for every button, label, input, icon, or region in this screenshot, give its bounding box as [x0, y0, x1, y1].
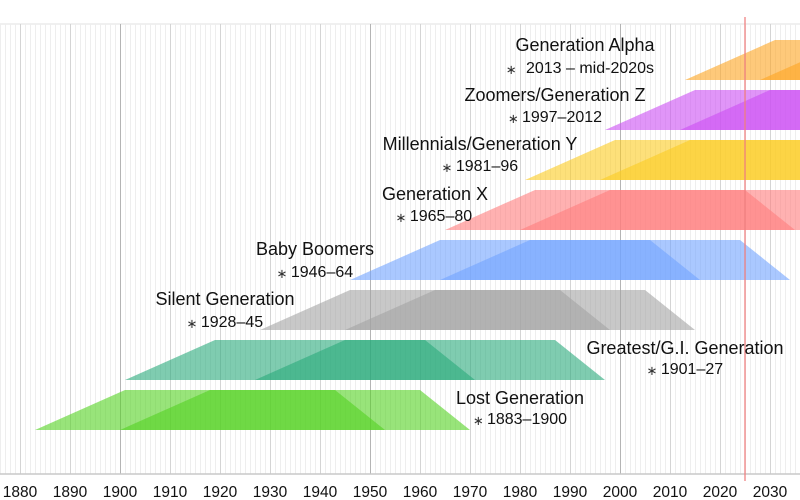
x-tick-label: 1880 — [3, 484, 38, 500]
generation-dates: 1901–27 — [661, 361, 723, 378]
generation-band-end — [520, 190, 800, 230]
x-tick-label: 1960 — [403, 484, 438, 500]
x-tick-label: 1940 — [303, 484, 338, 500]
x-tick-label: 1920 — [203, 484, 238, 500]
generation-name: Greatest/G.I. Generation — [586, 338, 783, 358]
x-tick-label: 1990 — [553, 484, 588, 500]
generation-dates: 2013 – mid-2020s — [526, 60, 654, 77]
x-tick-label: 1980 — [503, 484, 538, 500]
x-tick-label: 1900 — [103, 484, 138, 500]
x-tick-label: 2000 — [603, 484, 638, 500]
x-tick-label: 1950 — [353, 484, 388, 500]
x-tick-label: 1970 — [453, 484, 488, 500]
generation-dates: 1965–80 — [410, 208, 472, 225]
generation-name: Generation Alpha — [515, 35, 655, 55]
birth-asterisk-icon: ∗ — [276, 266, 287, 281]
x-tick-label: 2020 — [703, 484, 738, 500]
x-tick-label: 2010 — [653, 484, 688, 500]
generation-band-end — [255, 340, 605, 380]
birth-asterisk-icon: ∗ — [441, 160, 452, 175]
birth-asterisk-icon: ∗ — [395, 210, 406, 225]
generation-dates: 1946–64 — [291, 264, 353, 281]
x-tick-label: 2030 — [753, 484, 788, 500]
generation-name: Generation X — [382, 184, 488, 204]
birth-asterisk-icon: ∗ — [646, 363, 657, 378]
generation-name: Lost Generation — [456, 388, 584, 408]
generation-band-end — [600, 140, 800, 180]
generation-dates: 1883–1900 — [487, 411, 567, 428]
generation-band-end — [345, 290, 695, 330]
generation-band-end — [120, 390, 470, 430]
x-tick-label: 1910 — [153, 484, 188, 500]
x-tick-label: 1890 — [53, 484, 88, 500]
generation-name: Millennials/Generation Y — [383, 134, 578, 154]
generation-name: Zoomers/Generation Z — [464, 85, 645, 105]
generation-band-end — [760, 62, 800, 80]
generation-dates: 1981–96 — [456, 158, 518, 175]
generation-dates: 1928–45 — [201, 314, 263, 331]
generation-band-start — [685, 40, 800, 80]
birth-asterisk-icon: ∗ — [186, 316, 197, 331]
generation-name: Silent Generation — [155, 289, 294, 309]
birth-asterisk-icon: ∗ — [506, 62, 517, 77]
birth-asterisk-icon: ∗ — [508, 111, 519, 126]
birth-asterisk-icon: ∗ — [473, 413, 484, 428]
generation-band-end — [680, 90, 800, 130]
generation-name: Baby Boomers — [256, 239, 374, 259]
generation-band-end — [440, 240, 790, 280]
x-tick-label: 1930 — [253, 484, 288, 500]
generation-dates: 1997–2012 — [522, 109, 602, 126]
